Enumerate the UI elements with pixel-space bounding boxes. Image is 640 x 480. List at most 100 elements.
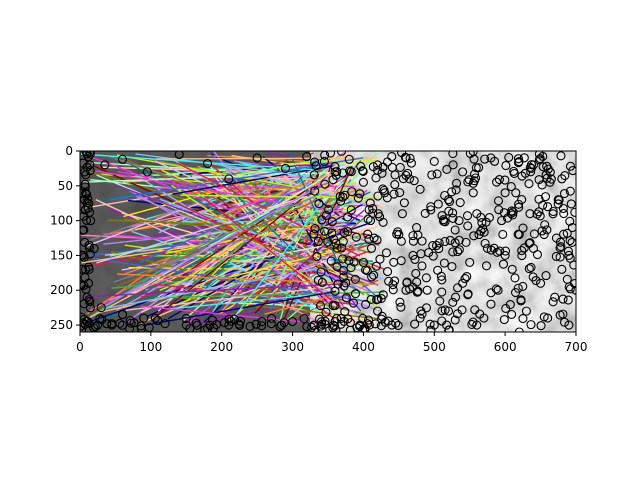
keypoint-marker — [448, 213, 458, 223]
keypoint-marker — [375, 212, 385, 222]
keypoint-marker — [346, 262, 356, 273]
keypoint-marker — [83, 203, 93, 213]
match-line — [82, 283, 344, 298]
keypoint-marker — [80, 250, 87, 260]
keypoint-marker — [317, 277, 327, 287]
keypoint-marker — [329, 234, 339, 244]
keypoint-marker — [409, 176, 419, 186]
keypoint-marker — [192, 320, 202, 330]
keypoint-marker — [100, 160, 110, 170]
keypoint-marker — [540, 192, 551, 202]
keypoint-marker — [559, 188, 570, 199]
keypoint-marker — [494, 205, 504, 215]
keypoint-marker — [415, 313, 425, 323]
keypoint-marker — [518, 281, 528, 291]
keypoint-marker — [451, 185, 461, 195]
keypoint-marker — [557, 174, 567, 184]
keypoint-marker — [429, 156, 439, 166]
keypoint-marker — [229, 314, 240, 324]
keypoint-marker — [364, 205, 374, 215]
y-tick-label: 50 — [58, 179, 73, 193]
keypoint-marker — [80, 225, 88, 235]
keypoint-marker — [245, 321, 255, 331]
keypoint-marker — [402, 278, 412, 288]
y-tick-label: 250 — [50, 318, 73, 332]
match-line — [109, 214, 344, 301]
keypoint-marker — [427, 170, 437, 180]
keypoint-marker — [425, 319, 435, 329]
keypoint-marker — [266, 319, 276, 329]
keypoint-marker — [450, 225, 460, 235]
keypoint-marker — [538, 200, 548, 210]
keypoint-marker — [309, 229, 319, 239]
keypoint-marker — [307, 322, 317, 332]
keypoint-marker — [302, 152, 312, 162]
match-line — [96, 189, 333, 264]
keypoint-marker — [81, 188, 91, 198]
keypoint-marker — [518, 223, 528, 233]
keypoint-marker — [390, 170, 400, 180]
keypoint-marker — [518, 314, 528, 324]
keypoint-marker — [417, 309, 427, 319]
keypoint-marker — [476, 212, 486, 222]
keypoint-marker — [372, 235, 382, 245]
keypoint-marker — [484, 213, 494, 223]
keypoint-marker — [508, 210, 518, 220]
keypoint-marker — [80, 280, 86, 290]
match-line — [213, 151, 332, 306]
keypoint-marker — [540, 220, 550, 230]
keypoint-marker — [555, 243, 565, 253]
match-line — [151, 185, 319, 321]
keypoint-marker — [448, 247, 458, 257]
keypoint-marker — [348, 298, 358, 308]
match-line — [109, 157, 364, 201]
keypoint-marker — [424, 248, 434, 258]
keypoint-marker — [507, 309, 517, 319]
keypoint-marker — [267, 313, 277, 324]
keypoint-marker — [95, 314, 105, 324]
keypoint-marker — [462, 271, 472, 282]
keypoint-marker — [332, 313, 342, 324]
keypoint-marker — [314, 199, 324, 209]
keypoint-marker — [200, 325, 210, 332]
keypoint-marker — [464, 175, 474, 185]
keypoint-marker — [510, 287, 521, 298]
keypoint-marker — [567, 237, 576, 247]
keypoint-marker — [420, 208, 430, 218]
keypoint-marker — [524, 179, 534, 189]
keypoint-marker — [339, 228, 350, 238]
keypoint-marker — [450, 292, 461, 302]
keypoint-marker — [325, 151, 336, 158]
keypoint-marker — [363, 315, 374, 325]
keypoint-marker — [379, 185, 389, 196]
keypoint-marker — [257, 321, 267, 331]
keypoint-marker — [412, 287, 422, 297]
keypoint-marker — [437, 211, 447, 221]
match-line — [167, 293, 319, 310]
keypoint-marker — [349, 257, 359, 267]
keypoint-marker — [514, 327, 524, 332]
keypoint-marker — [376, 293, 386, 304]
keypoint-marker — [174, 151, 184, 160]
keypoint-marker — [455, 198, 465, 208]
keypoint-marker — [497, 216, 507, 226]
keypoint-marker — [510, 273, 520, 283]
x-tick-label: 200 — [210, 340, 233, 354]
keypoint-marker — [377, 168, 387, 178]
keypoint-marker — [537, 180, 547, 190]
keypoint-marker — [82, 215, 92, 225]
keypoint-marker — [448, 160, 458, 170]
keypoint-marker — [435, 296, 445, 306]
keypoint-marker — [310, 157, 320, 167]
match-line — [264, 295, 332, 315]
keypoint-marker — [366, 243, 377, 253]
keypoint-marker — [506, 208, 516, 218]
keypoint-marker — [355, 189, 365, 199]
keypoint-marker — [319, 156, 330, 166]
keypoint-marker — [514, 199, 524, 209]
keypoint-marker — [565, 235, 575, 246]
keypoint-marker — [445, 196, 455, 207]
keypoint-marker — [403, 168, 413, 178]
match-line — [136, 195, 372, 294]
keypoint-marker — [525, 238, 535, 248]
